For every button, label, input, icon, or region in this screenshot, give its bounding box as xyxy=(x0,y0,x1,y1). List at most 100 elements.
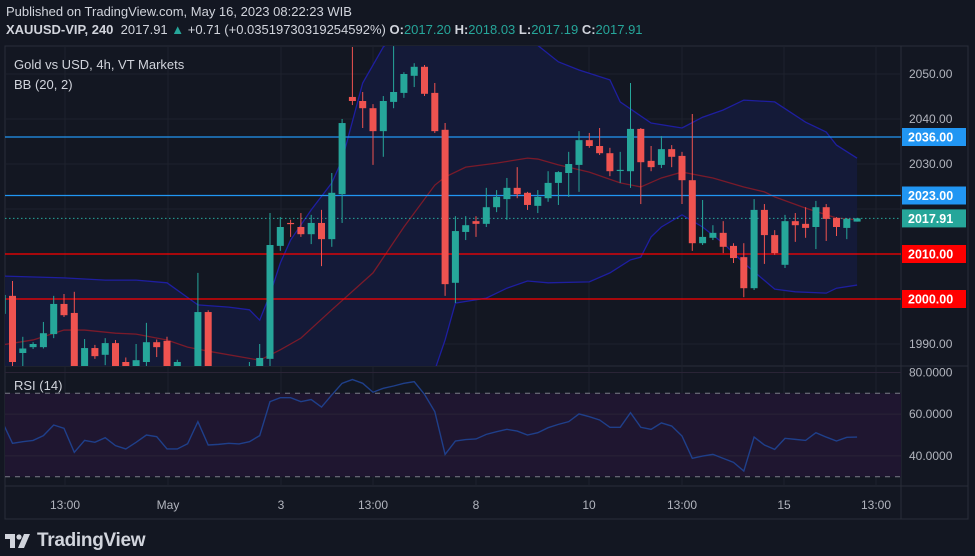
candle-bullish[interactable] xyxy=(50,295,58,339)
candle-bearish[interactable] xyxy=(719,221,727,254)
candle-bullish[interactable] xyxy=(132,344,140,371)
candle-bearish[interactable] xyxy=(513,167,521,199)
candle-body xyxy=(287,222,295,225)
candle-bearish[interactable] xyxy=(760,204,768,264)
candle-bullish[interactable] xyxy=(462,216,470,241)
candle-bearish[interactable] xyxy=(369,104,377,165)
candle-body xyxy=(627,128,634,172)
rsi-indicator-legend[interactable]: RSI (14) xyxy=(14,378,63,393)
candle-bullish[interactable] xyxy=(390,46,398,109)
candle-body xyxy=(637,128,645,163)
candle-bullish[interactable] xyxy=(482,187,490,227)
candle-bullish[interactable] xyxy=(575,131,583,192)
candle-bullish[interactable] xyxy=(410,63,418,88)
candle-bullish[interactable] xyxy=(236,371,243,394)
candle-bullish[interactable] xyxy=(451,216,459,304)
candle-bullish[interactable] xyxy=(81,339,89,375)
level-price-badge-bg xyxy=(902,186,966,205)
candle-bearish[interactable] xyxy=(833,217,840,236)
candle-bearish[interactable] xyxy=(112,339,119,376)
candle-body xyxy=(709,232,717,238)
candle-bullish[interactable] xyxy=(256,344,264,376)
candle-bullish[interactable] xyxy=(709,225,717,241)
candle-bullish[interactable] xyxy=(328,173,336,247)
candle-bearish[interactable] xyxy=(184,369,191,389)
candle-bullish[interactable] xyxy=(554,171,562,205)
candle-bullish[interactable] xyxy=(534,190,542,214)
candle-bearish[interactable] xyxy=(163,336,171,376)
candle-bearish[interactable] xyxy=(9,281,16,376)
candle-bullish[interactable] xyxy=(0,292,6,321)
candle-bullish[interactable] xyxy=(657,136,665,169)
price-pane[interactable] xyxy=(2,11,858,434)
candle-bearish[interactable] xyxy=(647,146,655,172)
candle-bullish[interactable] xyxy=(616,151,624,183)
candle-bullish[interactable] xyxy=(194,272,202,385)
candle-body xyxy=(791,221,799,226)
candle-bearish[interactable] xyxy=(431,83,439,133)
candle-bearish[interactable] xyxy=(297,213,305,237)
candle-bullish[interactable] xyxy=(266,213,274,375)
candle-bullish[interactable] xyxy=(565,151,573,197)
candle-bearish[interactable] xyxy=(348,47,356,106)
candle-bullish[interactable] xyxy=(750,199,758,290)
candle-bearish[interactable] xyxy=(60,294,68,317)
candle-bearish[interactable] xyxy=(740,243,748,298)
candle-bearish[interactable] xyxy=(822,204,830,241)
candle-bullish[interactable] xyxy=(29,342,37,349)
candle-bearish[interactable] xyxy=(688,114,696,251)
candle-bullish[interactable] xyxy=(19,336,27,371)
candle-bullish[interactable] xyxy=(307,214,315,245)
candle-bearish[interactable] xyxy=(524,191,531,210)
candle-bullish[interactable] xyxy=(142,322,150,367)
candle-bullish[interactable] xyxy=(812,200,820,250)
candle-bearish[interactable] xyxy=(678,151,686,205)
candle-bearish[interactable] xyxy=(791,213,799,242)
last-price-badge-bg xyxy=(902,209,966,228)
candle-bearish[interactable] xyxy=(606,147,614,177)
candle-bullish[interactable] xyxy=(101,338,109,366)
candle-bullish[interactable] xyxy=(400,72,408,98)
candle-bearish[interactable] xyxy=(70,291,78,376)
candle-bearish[interactable] xyxy=(730,243,737,263)
candle-bullish[interactable] xyxy=(39,321,47,349)
candle-bearish[interactable] xyxy=(472,216,480,237)
symbol-name[interactable]: XAUUSD-VIP, 240 xyxy=(6,22,114,37)
candle-bullish[interactable] xyxy=(173,359,181,376)
candle-bearish[interactable] xyxy=(153,339,161,358)
candle-bearish[interactable] xyxy=(91,344,99,359)
chart-title-legend[interactable]: Gold vs USD, 4h, VT Markets xyxy=(14,57,185,72)
candle-bullish[interactable] xyxy=(843,218,851,240)
candle-bearish[interactable] xyxy=(441,123,449,296)
candle-bullish[interactable] xyxy=(503,177,511,220)
rsi-pane[interactable] xyxy=(2,371,901,478)
tradingview-logo[interactable]: TradingView xyxy=(5,530,146,552)
candle-bullish[interactable] xyxy=(338,119,346,223)
candle-bearish[interactable] xyxy=(771,230,779,255)
candle-bearish[interactable] xyxy=(287,219,295,237)
candle-body xyxy=(379,101,387,132)
candle-bearish[interactable] xyxy=(359,92,367,128)
candle-body xyxy=(338,123,346,195)
candle-bearish[interactable] xyxy=(122,357,130,376)
candle-bullish[interactable] xyxy=(276,217,284,251)
candle-bullish[interactable] xyxy=(627,83,634,188)
candle-bearish[interactable] xyxy=(204,310,212,389)
candle-bullish[interactable] xyxy=(853,217,861,222)
candle-bullish[interactable] xyxy=(379,96,387,157)
candle-bearish[interactable] xyxy=(668,145,676,168)
candle-bearish[interactable] xyxy=(596,128,604,155)
candle-bearish[interactable] xyxy=(802,207,810,238)
candle-bearish[interactable] xyxy=(318,209,325,267)
candle-bullish[interactable] xyxy=(493,190,501,213)
bb-indicator-legend[interactable]: BB (20, 2) xyxy=(14,77,73,92)
candle-bullish[interactable] xyxy=(699,200,707,245)
candle-body xyxy=(132,360,140,366)
candle-bearish[interactable] xyxy=(421,65,428,97)
candle-body xyxy=(585,140,593,146)
candle-bearish[interactable] xyxy=(585,132,593,148)
candle-bearish[interactable] xyxy=(637,128,645,205)
candle-bullish[interactable] xyxy=(544,171,552,202)
candle-bullish[interactable] xyxy=(781,214,789,268)
